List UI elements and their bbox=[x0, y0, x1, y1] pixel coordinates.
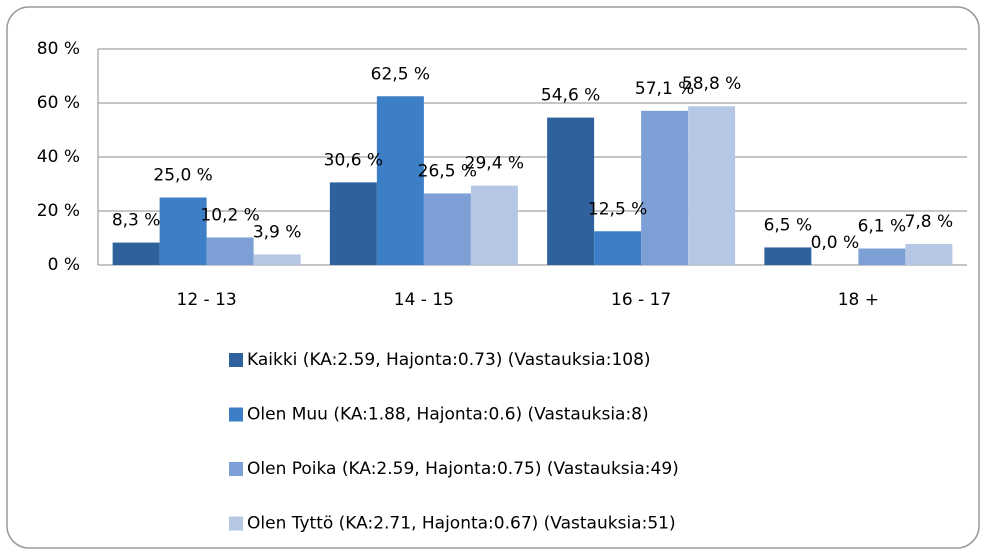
data-label: 12,5 % bbox=[588, 199, 647, 219]
y-tick-label: 80 % bbox=[37, 39, 80, 59]
legend-swatch bbox=[229, 353, 243, 367]
bar bbox=[159, 197, 207, 265]
x-tick-label: 18 + bbox=[838, 290, 879, 310]
data-label: 26,5 % bbox=[418, 161, 477, 181]
legend-label: Kaikki (KA:2.59, Hajonta:0.73) (Vastauks… bbox=[247, 350, 651, 370]
y-tick-label: 40 % bbox=[37, 147, 80, 167]
data-label: 10,2 % bbox=[200, 205, 259, 225]
data-label: 6,5 % bbox=[764, 215, 813, 235]
x-tick-label: 14 - 15 bbox=[394, 290, 454, 310]
chart-border bbox=[6, 6, 980, 549]
bar bbox=[547, 117, 595, 265]
legend-swatch bbox=[229, 516, 243, 531]
bar bbox=[641, 110, 689, 265]
bar bbox=[688, 106, 736, 266]
legend-swatch bbox=[229, 407, 243, 422]
y-tick-label: 0 % bbox=[48, 255, 80, 275]
data-label: 29,4 % bbox=[465, 154, 524, 174]
x-tick-label: 12 - 13 bbox=[177, 290, 237, 310]
bar bbox=[858, 248, 906, 265]
data-label: 30,6 % bbox=[324, 150, 383, 170]
legend-label: Olen Tyttö (KA:2.71, Hajonta:0.67) (Vast… bbox=[247, 514, 676, 534]
bar bbox=[594, 231, 642, 265]
data-label: 8,3 % bbox=[112, 211, 161, 231]
legend-label: Olen Poika (KA:2.59, Hajonta:0.75) (Vast… bbox=[247, 459, 679, 479]
bar bbox=[253, 254, 301, 265]
bar bbox=[470, 185, 518, 265]
legend-swatch bbox=[229, 462, 243, 476]
bar bbox=[764, 247, 812, 265]
data-label: 62,5 % bbox=[371, 64, 430, 84]
bar bbox=[112, 242, 160, 265]
data-label: 6,1 % bbox=[858, 217, 907, 237]
data-label: 3,9 % bbox=[253, 222, 302, 242]
bar bbox=[423, 193, 471, 265]
x-tick-label: 16 - 17 bbox=[611, 290, 671, 310]
data-label: 58,8 % bbox=[682, 74, 741, 94]
y-tick-label: 60 % bbox=[37, 93, 80, 113]
data-label: 54,6 % bbox=[541, 86, 600, 106]
bar bbox=[206, 237, 254, 265]
data-label: 57,1 % bbox=[635, 79, 694, 99]
y-tick-label: 20 % bbox=[37, 201, 80, 221]
data-label: 7,8 % bbox=[905, 212, 954, 232]
data-label: 0,0 % bbox=[811, 233, 860, 253]
bar bbox=[376, 96, 424, 265]
legend-label: Olen Muu (KA:1.88, Hajonta:0.6) (Vastauk… bbox=[247, 405, 649, 425]
bar bbox=[905, 243, 953, 265]
bar bbox=[329, 182, 377, 265]
data-label: 25,0 % bbox=[153, 166, 212, 186]
